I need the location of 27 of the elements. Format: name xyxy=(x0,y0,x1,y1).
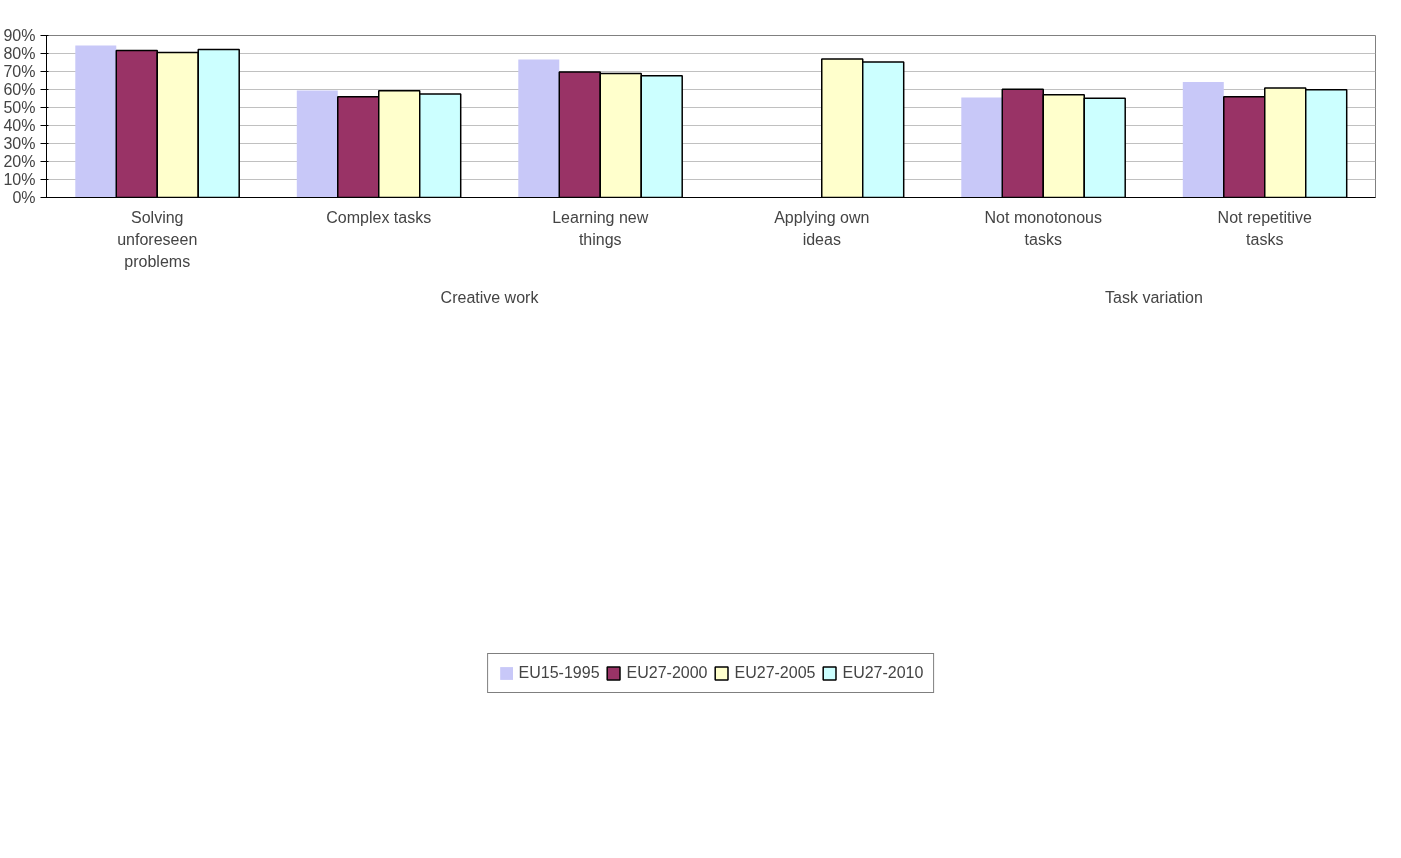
y-tick-label: 60% xyxy=(3,81,36,98)
y-tick-label: 0% xyxy=(12,189,36,206)
x-tick-label: Learning new things xyxy=(552,208,649,248)
text: Creative work xyxy=(440,288,540,306)
y-tick-label: 20% xyxy=(3,153,36,170)
bar xyxy=(961,97,1003,198)
x-tick-label: Complex tasks xyxy=(326,208,432,226)
y-tick-label: 10% xyxy=(3,171,36,188)
legend-label: EU27-2000 xyxy=(626,663,708,682)
legend-label: EU15-1995 xyxy=(518,663,600,682)
y-tick-label: 90% xyxy=(3,27,36,44)
x-tick-label: Not repetitive tasks xyxy=(1217,208,1312,248)
text: Task variation xyxy=(1105,288,1203,306)
x-tick-label: Not monotonous tasks xyxy=(984,208,1102,248)
x-tick-label: Applying own ideas xyxy=(774,208,870,248)
x-tick-label: Solving unforeseen problems xyxy=(117,208,198,270)
bar xyxy=(296,90,338,198)
y-tick-label: 70% xyxy=(3,63,36,80)
bar xyxy=(75,45,117,198)
bar xyxy=(518,59,560,198)
bar xyxy=(1182,82,1224,198)
y-tick-label: 80% xyxy=(3,45,36,62)
legend-label: EU27-2005 xyxy=(734,663,816,682)
legend-label: EU27-2010 xyxy=(842,663,924,682)
y-tick-label: 50% xyxy=(3,99,36,116)
y-tick-label: 40% xyxy=(3,117,36,134)
y-tick-label: 30% xyxy=(3,135,36,152)
